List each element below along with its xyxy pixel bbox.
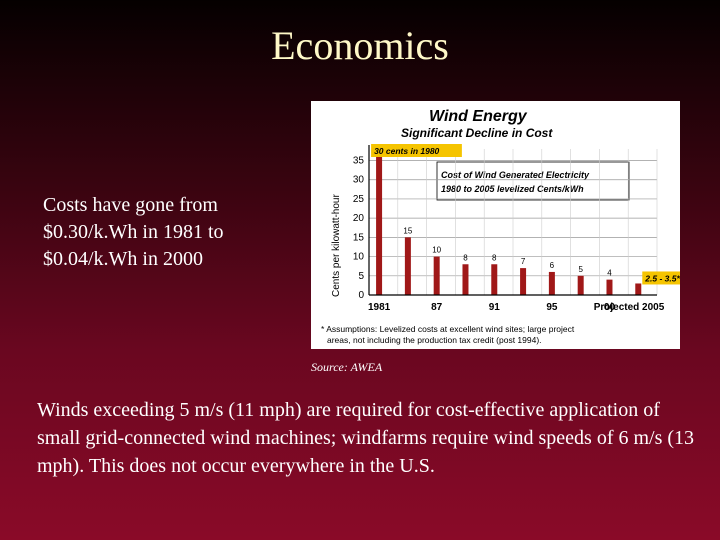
chart-x-tick-label: Projected 2005	[594, 302, 665, 313]
chart-data-label: 4	[607, 269, 612, 278]
chart-bar	[376, 149, 383, 295]
chart-callout-box	[371, 144, 462, 157]
chart-callout-box	[642, 271, 680, 285]
slide-title: Economics	[271, 23, 449, 68]
chart-legend-line-2: 1980 to 2005 levelized Cents/kWh	[441, 184, 584, 194]
chart-y-tick-label: 25	[353, 194, 365, 205]
chart-x-tick-label: 95	[546, 302, 558, 313]
chart-x-tick-label: 91	[489, 302, 501, 313]
chart-bar	[606, 279, 613, 295]
chart-y-tick-label: 5	[358, 271, 364, 282]
chart-x-tick-label: 1981	[368, 302, 391, 313]
chart-legend-line-1: Cost of Wind Generated Electricity	[441, 170, 590, 180]
chart-y-tick-label: 10	[353, 252, 365, 263]
chart-legend-box	[436, 161, 630, 201]
chart-bar	[462, 264, 469, 295]
chart-data-label: 2.5 - 3.5*	[644, 273, 680, 283]
chart-data-label: 10	[432, 246, 441, 255]
chart-y-tick-label: 35	[353, 156, 365, 167]
chart-data-label: 30 cents in 1980	[374, 146, 439, 156]
chart-y-tick-label: 20	[353, 213, 365, 224]
chart-bar	[433, 256, 440, 295]
chart-bar	[491, 264, 498, 295]
chart-y-tick-label: 15	[353, 232, 365, 243]
chart-data-label: 15	[403, 226, 412, 235]
chart-y-tick-label: 30	[353, 175, 365, 186]
chart-data-label: 8	[463, 253, 468, 262]
chart-x-tick-label: 87	[431, 302, 443, 313]
chart-footnote-line-1: * Assumptions: Levelized costs at excell…	[321, 324, 575, 334]
source-caption: Source: AWEA	[311, 360, 383, 374]
wind-speed-note: Winds exceeding 5 m/s (11 mph) are requi…	[37, 399, 695, 477]
chart-footnote-line-2: areas, not including the production tax …	[327, 335, 542, 345]
chart-bar	[520, 268, 527, 295]
cost-summary-text: Costs have gone from $0.30/k.Wh in 1981 …	[43, 194, 224, 270]
chart-subtitle: Significant Decline in Cost	[401, 126, 553, 140]
chart-data-label: 8	[492, 253, 497, 262]
chart-bar	[577, 275, 584, 295]
chart-bar	[404, 237, 411, 295]
chart-data-label: 6	[550, 261, 555, 270]
chart-data-label: 7	[521, 257, 526, 266]
chart-x-tick-label: 00	[604, 302, 616, 313]
chart-y-axis-label: Cents per kilowatt-hour	[331, 194, 342, 297]
chart-bar	[635, 283, 642, 295]
wind-energy-chart: Wind Energy Significant Decline in Cost …	[311, 101, 680, 349]
chart-title: Wind Energy	[429, 108, 528, 125]
chart-bar	[548, 271, 555, 295]
chart-y-tick-label: 0	[358, 290, 364, 301]
chart-svg: Wind Energy Significant Decline in Cost …	[321, 108, 680, 345]
chart-data-label: 5	[578, 265, 583, 274]
